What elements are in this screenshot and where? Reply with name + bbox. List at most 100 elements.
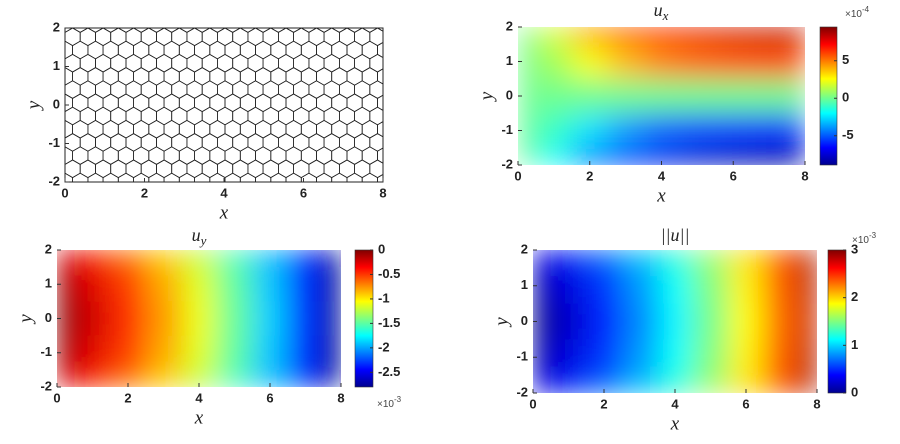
heat-cell [533,339,552,376]
y-tick-label: 2 [506,18,513,33]
heat-cell [763,303,800,340]
heat-cell [728,375,765,393]
y-tick-label: 2 [53,19,60,34]
mesh-cell [209,28,226,33]
heat-cell [728,250,765,269]
y-tick-label: -2 [48,173,60,188]
mesh-cell [385,81,400,99]
heat-cell [751,113,788,149]
heat-cell [57,250,76,268]
y-tick-label: 1 [53,58,60,73]
y-tick-label: -1 [40,344,52,359]
mesh-cell [102,28,119,33]
mesh-cell [224,28,241,33]
heat-cell [550,250,587,269]
colorbar [819,26,838,166]
heat-cell [586,267,623,305]
mesh-cell [300,28,317,33]
colorbar-scale: ×10-3 [377,395,402,410]
heat-cell [787,78,805,114]
mesh-cell [163,28,180,33]
mesh-cell [385,160,400,178]
heatmap-cells [518,27,805,165]
heatmap-cells [533,250,817,393]
colorbar-tick-label: -1 [378,290,390,305]
scale-exponent: -3 [394,395,402,404]
heat-cell [287,267,324,302]
mesh-cell [285,28,302,33]
heat-cell [728,339,765,376]
heat-cell [57,335,76,371]
heat-cell [715,44,752,80]
colorbar-tick-label: 0 [842,90,849,105]
heat-cell [145,267,182,302]
heat-cell [571,147,609,165]
heat-cell [586,339,623,376]
heat-cell [533,267,552,305]
mesh-cell [385,54,400,72]
heat-cell [74,335,111,371]
heat-cell [643,44,680,80]
title-subscript: x [662,8,669,23]
scale-base: ×10 [377,399,394,410]
mesh-cell [331,28,348,33]
mesh-cell [346,28,363,33]
heat-cell [216,250,253,268]
heat-cell [679,147,716,165]
heat-cell [110,335,147,371]
y-tick-label: -1 [501,122,513,137]
x-tick-label: 2 [600,396,607,411]
heat-cell [799,375,817,393]
heat-cell [145,250,182,268]
y-tick-label: 2 [521,241,528,256]
heat-cell [621,339,658,376]
heat-cell [216,369,253,387]
colorbar-tick-label: 0 [851,384,858,399]
title-subscript: y [199,233,207,248]
heat-cell [550,303,587,340]
title-base: u [654,0,663,20]
heatmap [533,250,817,393]
colorbar-tick-label: -2 [378,339,390,354]
heat-cell [657,250,694,269]
heat-cell [533,303,552,340]
heat-cell [586,250,623,269]
x-tick-label: 4 [658,168,666,183]
heat-cell [518,147,537,165]
panel-title: ux [654,0,669,23]
heat-cell [518,27,537,45]
heat-cell [715,113,752,149]
y-tick-label: -1 [48,135,60,150]
panel-title: ||u|| [661,225,690,245]
heat-cell [533,375,552,393]
heat-cell [657,339,694,376]
heat-cell [571,78,609,114]
heat-cell [715,147,752,165]
heat-cell [74,250,111,268]
heat-cell [679,113,716,149]
heat-cell [216,335,253,371]
scale-base: ×10 [845,9,862,20]
x-tick-label: 0 [529,396,536,411]
x-tick-label: 4 [671,396,679,411]
colorbar-tick-label: 0 [378,241,385,256]
heat-cell [607,78,645,114]
heat-cell [679,44,716,80]
heat-cell [323,369,341,387]
heat-cell [657,375,694,393]
heat-cell [518,78,537,114]
colorbar [354,249,374,388]
colorbar-tick-label: 1 [851,337,858,352]
heatmap-cells [57,250,341,387]
heat-cell [787,27,805,45]
x-tick-label: 6 [300,185,307,200]
mesh-cell [385,107,400,125]
x-tick-label: 0 [514,168,521,183]
x-tick-label: 8 [813,396,820,411]
heat-cell [607,44,645,80]
y-tick-label: 0 [45,310,52,325]
colorbar-scale: ×10-3 [852,231,877,246]
heat-cell [287,250,324,268]
